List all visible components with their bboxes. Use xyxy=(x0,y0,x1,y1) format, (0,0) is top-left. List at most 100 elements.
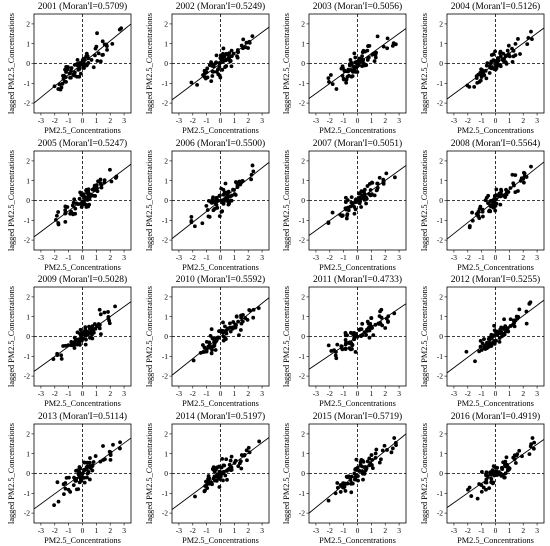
data-point xyxy=(84,187,89,192)
data-point xyxy=(60,81,65,86)
y-tick-label: -1 xyxy=(436,79,442,88)
data-point xyxy=(344,207,349,212)
data-point xyxy=(498,49,502,54)
data-point xyxy=(491,323,496,328)
y-tick-label: -2 xyxy=(161,508,167,517)
data-point xyxy=(493,331,498,335)
data-point xyxy=(481,337,486,341)
data-point xyxy=(335,480,340,485)
y-tick-label: 0 xyxy=(164,469,168,478)
scatter-panel-2014: 2014 (Moran'I=0.5197) -3 -2 -1 0 1 2 3 -2 -1 0 1 2 PM… xyxy=(138,410,276,546)
data-point xyxy=(118,439,122,444)
x-tick-label: 1 xyxy=(369,253,373,262)
data-point xyxy=(240,37,245,42)
x-tick-label: 3 xyxy=(397,253,401,262)
y-tick-label: -2 xyxy=(436,235,442,244)
data-point xyxy=(488,332,493,337)
x-tick-label: 1 xyxy=(369,389,373,398)
data-point xyxy=(489,336,494,340)
x-tick-label: 1 xyxy=(232,116,236,125)
scatter-panel-2007: 2007 (Moran'I=0.5051) -3 -2 -1 0 1 2 3 -2 -1 0 1 2 PM… xyxy=(275,137,413,274)
data-point xyxy=(85,475,89,479)
data-point xyxy=(98,459,103,464)
x-tick-label: -1 xyxy=(66,526,72,535)
data-point xyxy=(209,345,214,349)
data-point xyxy=(244,447,249,452)
data-point xyxy=(228,198,232,203)
data-point xyxy=(384,170,389,175)
data-point xyxy=(479,348,484,352)
data-point xyxy=(373,55,378,60)
data-point xyxy=(238,180,243,185)
data-point xyxy=(389,449,394,454)
data-point xyxy=(231,51,236,56)
data-point xyxy=(210,197,214,202)
x-tick-label: 1 xyxy=(232,253,236,262)
data-point xyxy=(500,472,505,477)
y-axis-label: lagged PM2.5_Concentrations xyxy=(282,13,291,114)
data-point xyxy=(343,488,348,493)
y-tick-label: -2 xyxy=(161,235,167,244)
data-point xyxy=(222,65,227,69)
data-point xyxy=(512,172,517,177)
data-point xyxy=(246,445,251,450)
y-axis-label: lagged PM2.5_Concentrations xyxy=(145,13,154,114)
data-point xyxy=(64,64,69,69)
data-point xyxy=(250,168,255,173)
data-point xyxy=(208,334,212,338)
data-point xyxy=(478,78,483,83)
data-point xyxy=(223,181,227,185)
data-point xyxy=(100,39,105,44)
scatter-svg-2014: 2014 (Moran'I=0.5197)-3 -2 -1 0 1 2 3-2-1012PM… xyxy=(145,411,269,545)
x-tick-label: 2 xyxy=(108,526,112,535)
data-point xyxy=(227,321,232,326)
data-point xyxy=(482,480,487,484)
y-tick-label: -1 xyxy=(24,215,30,224)
scatter-panel-2012: 2012 (Moran'I=0.5255) -3 -2 -1 0 1 2 3 -2 -1 0 1 2 PM… xyxy=(413,273,550,410)
scatter-svg-2004: 2004 (Moran'I=0.5126)-3 -2 -1 0 1 2 3-2-1012PM… xyxy=(420,1,544,135)
data-point xyxy=(514,451,519,456)
data-point xyxy=(54,213,59,218)
data-point xyxy=(247,449,251,454)
panel-title: 2013 (Moran'I=0.5114) xyxy=(38,411,127,422)
data-point xyxy=(91,459,96,464)
data-point xyxy=(256,306,261,311)
y-tick-label: 1 xyxy=(26,312,30,321)
data-point xyxy=(481,485,486,489)
x-tick-label: -2 xyxy=(189,389,195,398)
data-point xyxy=(364,201,368,205)
x-tick-label: -3 xyxy=(175,253,181,262)
data-point xyxy=(379,456,383,461)
scatter-panel-2009: 2009 (Moran'I=0.5028) -3 -2 -1 0 1 2 3 -2 -1 0 1 2 PM… xyxy=(0,273,138,410)
data-point xyxy=(469,210,474,214)
x-tick-label: -2 xyxy=(327,526,333,535)
data-point xyxy=(371,51,376,56)
data-point xyxy=(223,194,228,199)
scatter-svg-2010: 2010 (Moran'I=0.5592)-3 -2 -1 0 1 2 3-2-1012PM… xyxy=(145,274,269,408)
data-point xyxy=(89,193,93,198)
data-point xyxy=(488,198,493,203)
data-point xyxy=(352,51,357,56)
data-point xyxy=(220,51,225,56)
data-point xyxy=(360,64,364,68)
y-tick-label: 2 xyxy=(439,429,443,438)
x-tick-label: 1 xyxy=(232,389,236,398)
data-point xyxy=(90,187,95,192)
data-point xyxy=(352,211,357,216)
data-point xyxy=(111,442,115,447)
y-axis-label: lagged PM2.5_Concentrations xyxy=(7,286,16,387)
data-point xyxy=(202,488,206,493)
data-point xyxy=(528,300,532,305)
data-point xyxy=(358,459,363,464)
data-point xyxy=(501,317,506,322)
data-point xyxy=(355,334,360,339)
data-point xyxy=(510,172,514,177)
data-point xyxy=(504,454,508,459)
data-point xyxy=(487,71,492,75)
data-point xyxy=(333,490,338,495)
data-point xyxy=(382,443,387,448)
y-tick-label: 1 xyxy=(439,312,443,321)
y-tick-label: 0 xyxy=(439,469,443,478)
y-tick-label: -1 xyxy=(161,215,167,224)
